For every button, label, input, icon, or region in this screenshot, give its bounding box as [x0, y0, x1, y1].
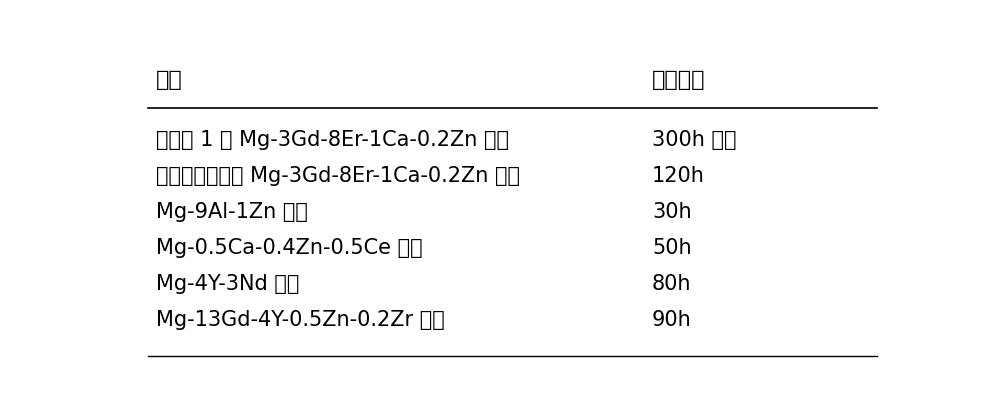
Text: Mg-4Y-3Nd 合金: Mg-4Y-3Nd 合金: [156, 274, 299, 294]
Text: 30h: 30h: [652, 202, 692, 222]
Text: 未形变热处理的 Mg-3Gd-8Er-1Ca-0.2Zn 合金: 未形变热处理的 Mg-3Gd-8Er-1Ca-0.2Zn 合金: [156, 166, 520, 186]
Text: 实施例 1 的 Mg-3Gd-8Er-1Ca-0.2Zn 合金: 实施例 1 的 Mg-3Gd-8Er-1Ca-0.2Zn 合金: [156, 130, 509, 150]
Text: Mg-0.5Ca-0.4Zn-0.5Ce 合金: Mg-0.5Ca-0.4Zn-0.5Ce 合金: [156, 238, 423, 258]
Text: Mg-13Gd-4Y-0.5Zn-0.2Zr 合金: Mg-13Gd-4Y-0.5Zn-0.2Zr 合金: [156, 310, 445, 330]
Text: 90h: 90h: [652, 310, 692, 330]
Text: 80h: 80h: [652, 274, 692, 294]
Text: 120h: 120h: [652, 166, 705, 186]
Text: Mg-9Al-1Zn 合金: Mg-9Al-1Zn 合金: [156, 202, 308, 222]
Text: 合金: 合金: [156, 70, 183, 90]
Text: 蠕变寿命: 蠕变寿命: [652, 70, 706, 90]
Text: 50h: 50h: [652, 238, 692, 258]
Text: 300h 以上: 300h 以上: [652, 130, 736, 150]
